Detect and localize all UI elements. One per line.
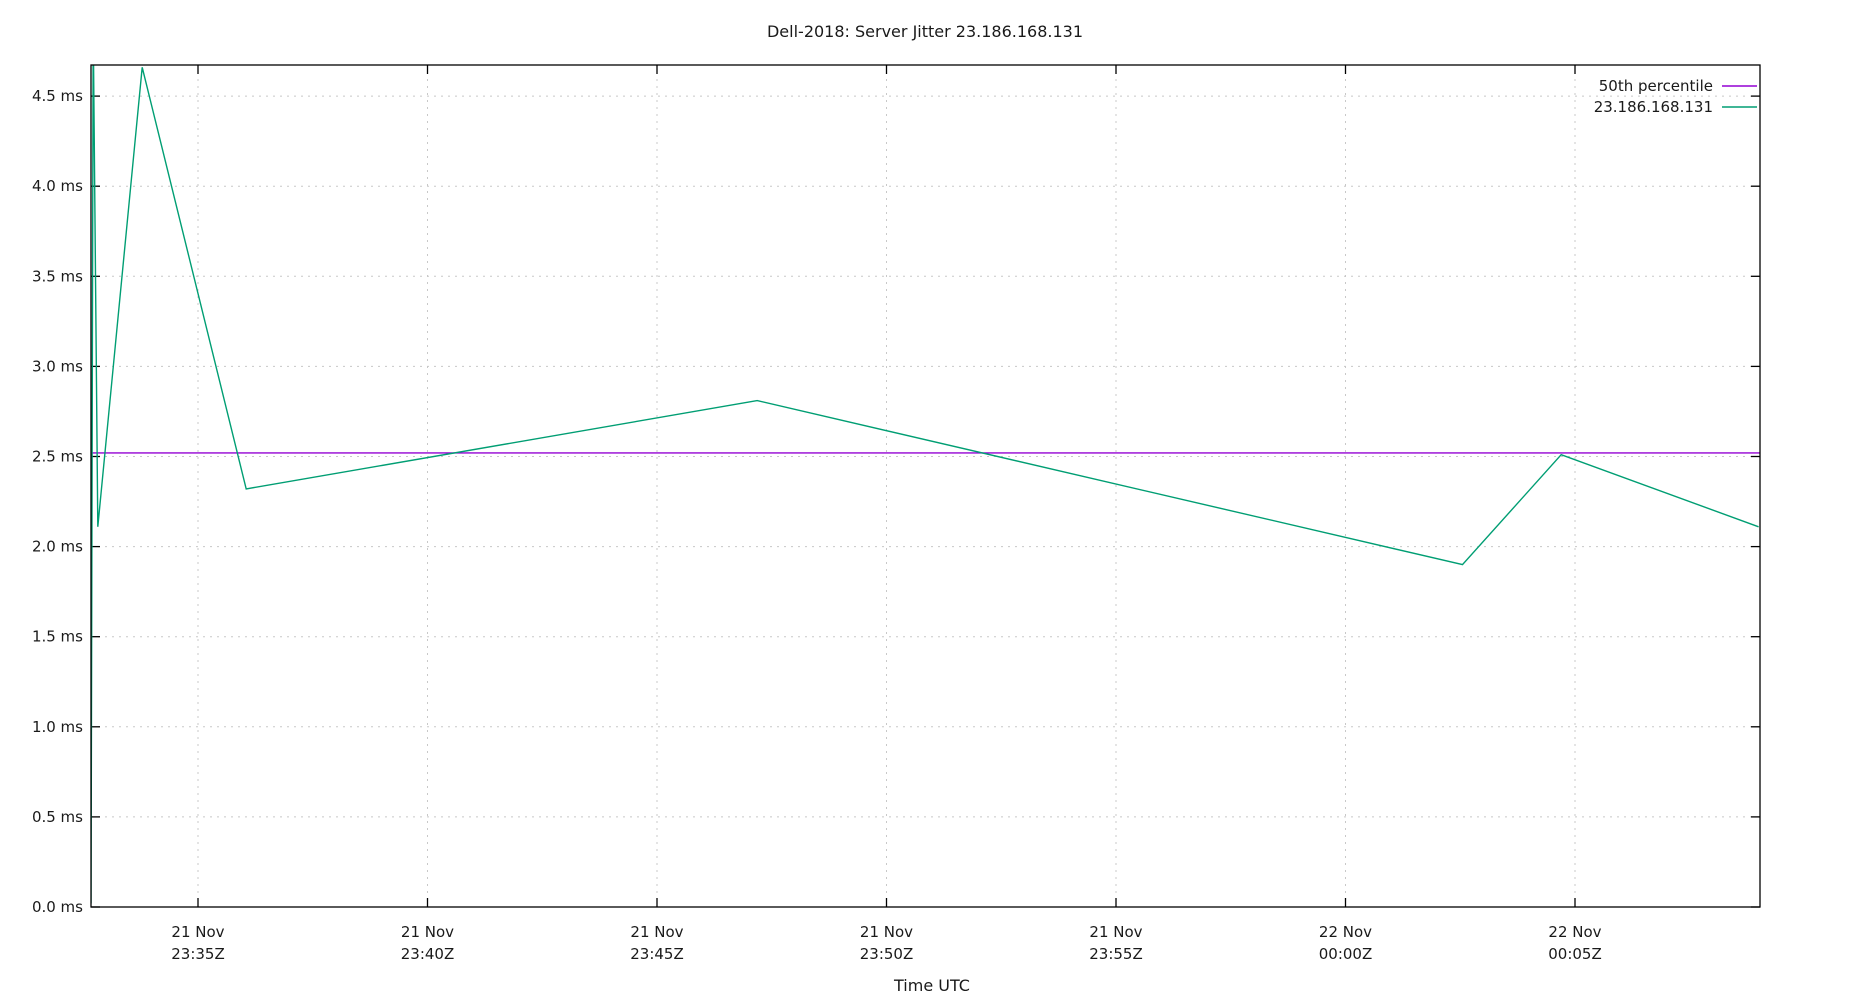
x-axis-label: Time UTC (894, 976, 970, 995)
y-tick-label: 4.5 ms (32, 87, 83, 105)
x-tick-date: 21 Nov (1089, 923, 1142, 941)
x-tick-time: 23:35Z (171, 945, 225, 963)
legend: 50th percentile 23.186.168.131 (1594, 77, 1757, 116)
x-tick-date: 21 Nov (630, 923, 683, 941)
y-tick-label: 3.5 ms (32, 267, 83, 285)
x-tick-time: 23:55Z (1089, 945, 1143, 963)
x-tick-time: 23:50Z (860, 945, 914, 963)
chart-title: Dell-2018: Server Jitter 23.186.168.131 (766, 22, 1084, 41)
x-axis: 21 Nov 23:35Z 21 Nov 23:40Z 21 Nov 23:45Z 21 N… (171, 65, 1602, 963)
y-tick-label: 1.0 ms (32, 718, 83, 736)
x-tick-date: 21 Nov (401, 923, 454, 941)
y-axis: 0.0 ms 0.5 ms 1.0 ms 1.5 ms 2.0 ms 2.5 ms 3.0 … (32, 87, 1760, 916)
y-tick-label: 0.0 ms (32, 898, 83, 916)
x-tick-date: 21 Nov (171, 923, 224, 941)
x-tick-date: 21 Nov (860, 923, 913, 941)
y-tick-label: 3.0 ms (32, 357, 83, 375)
y-tick-label: 1.5 ms (32, 628, 83, 646)
legend-label: 50th percentile (1599, 77, 1713, 95)
x-tick-time: 00:00Z (1319, 945, 1373, 963)
y-tick-label: 4.0 ms (32, 177, 83, 195)
legend-label: 23.186.168.131 (1594, 98, 1713, 116)
plot-frame (90, 64, 1761, 908)
x-tick-time: 23:40Z (401, 945, 455, 963)
x-tick-date: 22 Nov (1548, 923, 1601, 941)
jitter-line (91, 65, 1759, 904)
x-tick-date: 22 Nov (1319, 923, 1372, 941)
y-tick-label: 0.5 ms (32, 808, 83, 826)
series-lines (91, 65, 1760, 904)
x-tick-time: 23:45Z (630, 945, 684, 963)
grid-lines (91, 65, 1760, 907)
y-tick-label: 2.5 ms (32, 448, 83, 466)
x-tick-time: 00:05Z (1548, 945, 1602, 963)
y-tick-label: 2.0 ms (32, 538, 83, 556)
